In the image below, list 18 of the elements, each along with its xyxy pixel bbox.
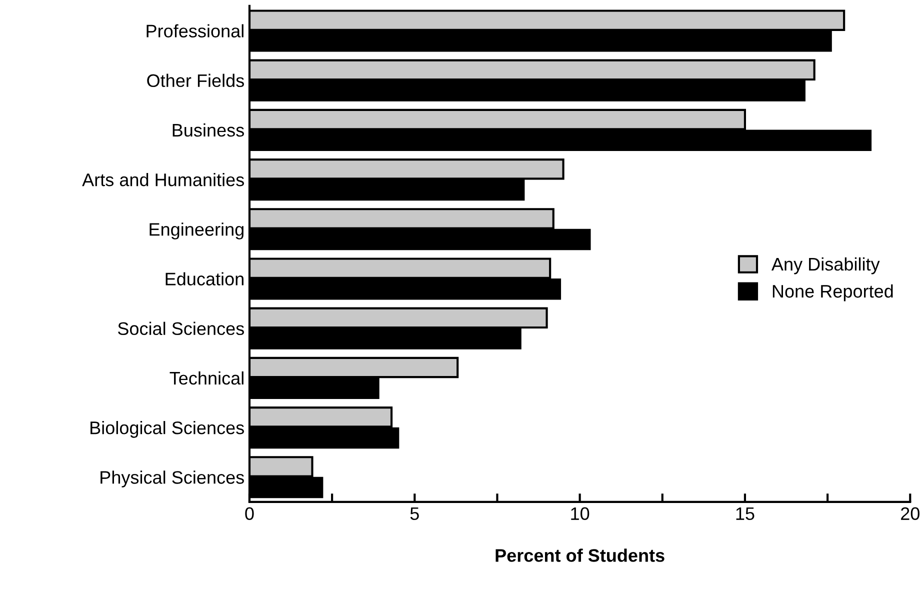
y-tick-label: Professional bbox=[146, 24, 244, 38]
y-tick-label: Other Fields bbox=[147, 74, 244, 88]
x-tick-label: 10 bbox=[571, 507, 590, 520]
y-tick-label: Arts and Humanities bbox=[82, 172, 244, 186]
y-tick-label: Engineering bbox=[150, 222, 244, 240]
x-tick-label: 0 bbox=[245, 507, 254, 520]
x-tick-label: 20 bbox=[901, 507, 920, 520]
legend-label: None Reported bbox=[772, 284, 893, 302]
y-tick-label: Technical bbox=[170, 371, 244, 385]
y-tick-label: Physical Sciences bbox=[100, 470, 244, 488]
x-axis-title: Percent of Students bbox=[496, 548, 664, 562]
y-tick-label: Biological Sciences bbox=[90, 420, 244, 438]
x-tick-label: 15 bbox=[736, 507, 754, 520]
y-tick-label: Business bbox=[172, 123, 244, 137]
legend-label: Any Disability bbox=[771, 257, 880, 274]
x-tick-label: 5 bbox=[410, 507, 419, 520]
y-tick-label: Social Sciences bbox=[118, 322, 244, 336]
y-tick-label: Education bbox=[166, 272, 244, 286]
